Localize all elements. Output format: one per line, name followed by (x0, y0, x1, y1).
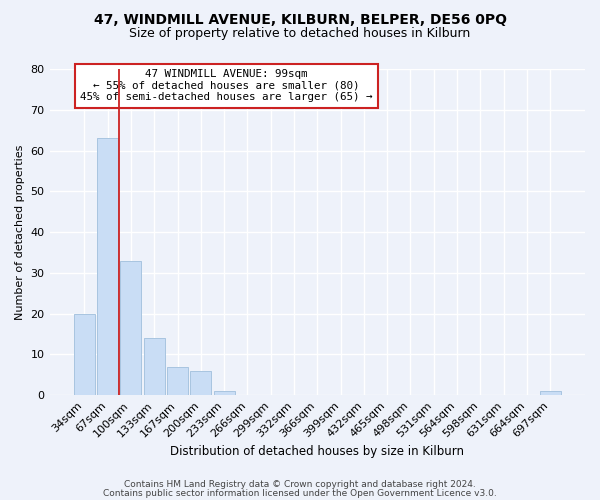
Text: Contains HM Land Registry data © Crown copyright and database right 2024.: Contains HM Land Registry data © Crown c… (124, 480, 476, 489)
Bar (190, 370, 211, 395)
Bar (121, 260, 142, 395)
Bar (74, 314, 95, 395)
Text: 47, WINDMILL AVENUE, KILBURN, BELPER, DE56 0PQ: 47, WINDMILL AVENUE, KILBURN, BELPER, DE… (94, 12, 506, 26)
Bar (539, 391, 560, 395)
Bar (214, 391, 235, 395)
X-axis label: Distribution of detached houses by size in Kilburn: Distribution of detached houses by size … (170, 444, 464, 458)
Bar (144, 338, 165, 395)
Y-axis label: Number of detached properties: Number of detached properties (15, 144, 25, 320)
Bar (97, 138, 118, 395)
Text: 47 WINDMILL AVENUE: 99sqm
← 55% of detached houses are smaller (80)
45% of semi-: 47 WINDMILL AVENUE: 99sqm ← 55% of detac… (80, 69, 373, 102)
Bar (167, 366, 188, 395)
Text: Contains public sector information licensed under the Open Government Licence v3: Contains public sector information licen… (103, 489, 497, 498)
Text: Size of property relative to detached houses in Kilburn: Size of property relative to detached ho… (130, 28, 470, 40)
